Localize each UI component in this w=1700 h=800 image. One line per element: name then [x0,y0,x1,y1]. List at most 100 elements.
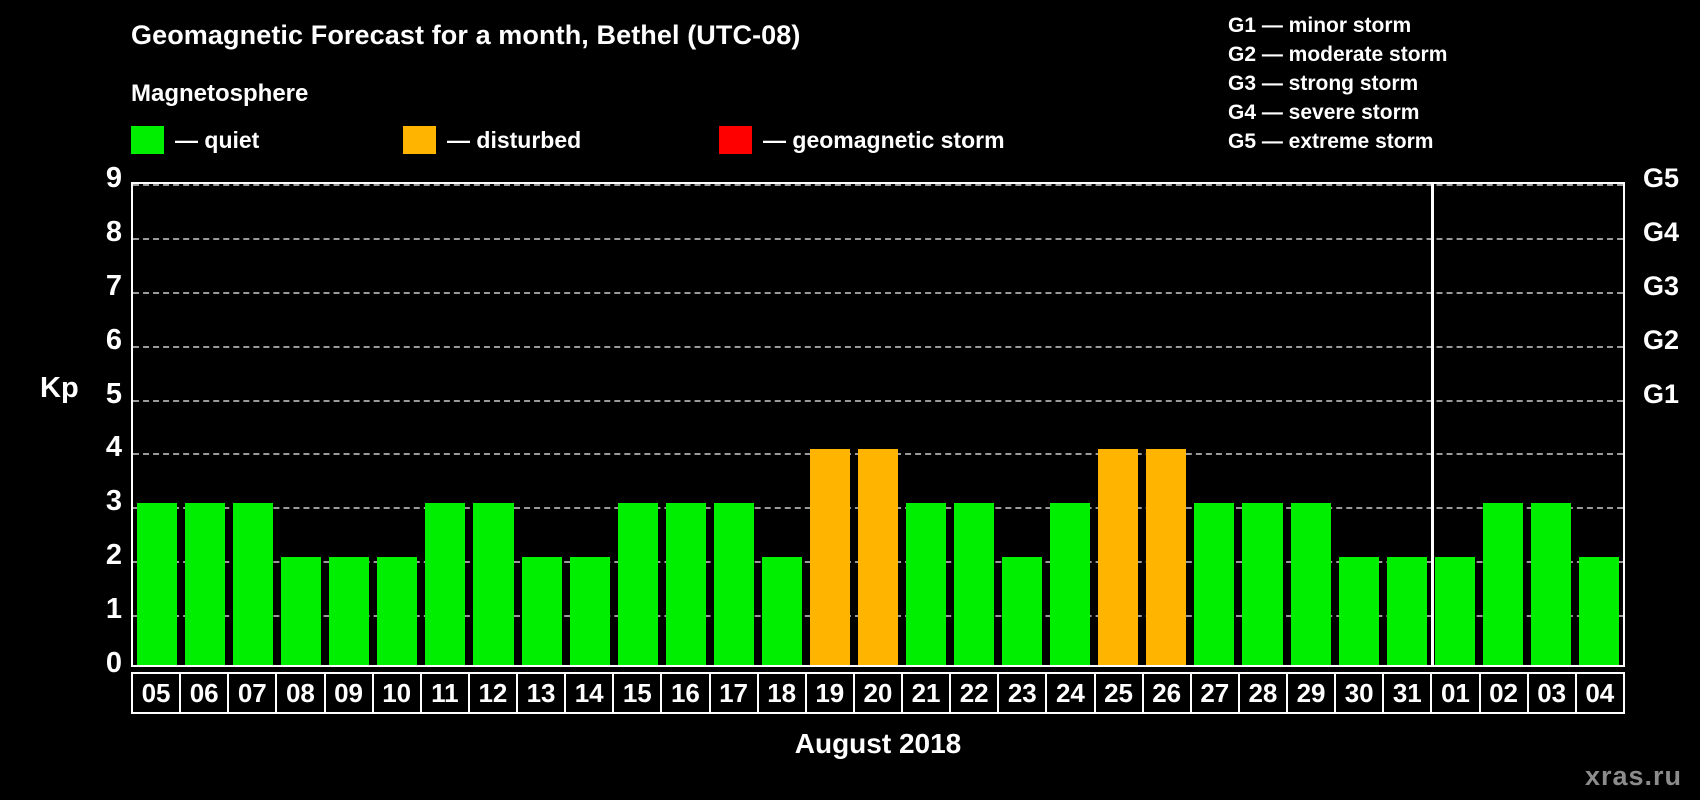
day-label-14: 14 [566,674,615,712]
quiet-swatch [131,126,164,154]
bar-slot-27 [1190,184,1238,665]
bar-slot-22 [950,184,998,665]
bar-day-15 [617,503,658,665]
bar-slot-12 [469,184,517,665]
bar-slot-21 [902,184,950,665]
g-axis-labels: G1 G2 G3 G4 G5 [1625,163,1695,667]
y-tick-label-9: 9 [105,162,122,194]
page-title: Geomagnetic Forecast for a month, Bethel… [131,20,801,50]
bar-slot-20 [854,184,902,665]
bar-day-07 [233,503,274,665]
bar-slot-10 [373,184,421,665]
g-tick-label-G2: G2 [1643,324,1680,355]
day-label-13: 13 [518,674,567,712]
legend-item-geomagneticstorm: — geomagnetic storm [719,125,1005,155]
bar-day-09 [329,557,370,665]
y-axis-labels: 9 8 7 6 5 4 3 2 1 0 [60,162,192,679]
y-tick-label-7: 7 [105,269,122,302]
bar-day-26 [1146,449,1187,665]
y-tick-label-0: 0 [105,647,122,679]
bar-day-25 [1098,449,1139,665]
day-label-19: 19 [806,674,855,712]
day-label-24: 24 [1047,674,1096,712]
bar-slot-14 [566,184,614,665]
day-label-20: 20 [854,674,903,712]
bar-slot-26 [1142,184,1190,665]
month-caption: August 2018 [794,728,962,759]
bar-slot-02 [1479,184,1527,665]
bar-day-23 [1002,557,1043,665]
bar-day-06 [185,503,226,665]
bar-series [133,184,1623,665]
y-tick-label-2: 2 [105,539,122,572]
bar-day-04 [1578,557,1619,665]
day-label-04: 04 [1576,674,1623,712]
bar-day-30 [1338,557,1379,665]
month-separator-line [1430,184,1434,665]
bar-day-12 [473,503,514,665]
bar-slot-24 [1046,184,1094,665]
bar-slot-30 [1335,184,1383,665]
gridline-kp-7 [133,291,1623,294]
x-axis-day-labels: 05 06 07 08 09 10 11 12 13 14 15 16 17 18 19 20 21 22 23 24… [131,672,1625,714]
day-label-09: 09 [325,674,374,712]
gridline-kp-5 [133,399,1623,402]
g-scale-line-1: G1 — minor storm [1228,14,1412,37]
bar-day-03 [1530,503,1571,665]
storm-swatch [719,126,752,154]
bar-day-01 [1434,557,1475,665]
disturbed-swatch [403,126,436,154]
bar-slot-09 [325,184,373,665]
g-scale-line-5: G5 — extreme storm [1228,129,1434,153]
bar-day-31 [1386,557,1427,665]
day-label-03: 03 [1528,674,1577,712]
day-label-02: 02 [1480,674,1529,712]
g-scale-line-4: G4 — severe storm [1228,100,1420,124]
bar-slot-15 [614,184,662,665]
legend-item-quiet: — quiet [131,125,259,155]
magnetosphere-label: Magnetosphere [131,80,309,107]
bar-day-21 [906,503,947,665]
bar-slot-03 [1527,184,1575,665]
g-tick-label-G5: G5 [1643,163,1680,193]
bar-day-24 [1050,503,1091,665]
bar-slot-29 [1287,184,1335,665]
day-label-23: 23 [999,674,1048,712]
gridline-kp-8 [133,237,1623,240]
bar-day-19 [809,449,850,665]
bar-day-14 [569,557,610,665]
g-scale-line-3: G3 — strong storm [1228,71,1419,95]
bar-slot-25 [1094,184,1142,665]
bar-slot-05 [133,184,181,665]
y-tick-label-5: 5 [105,377,122,410]
legend-label: — disturbed [447,126,582,153]
bar-slot-17 [710,184,758,665]
legend-label: — quiet [175,126,260,153]
bar-day-29 [1290,503,1331,665]
day-label-21: 21 [903,674,952,712]
bar-day-20 [857,449,898,665]
day-label-29: 29 [1288,674,1337,712]
bar-day-11 [425,503,466,665]
bar-slot-18 [758,184,806,665]
y-tick-label-6: 6 [105,323,122,356]
day-label-12: 12 [469,674,518,712]
y-tick-label-1: 1 [105,593,122,626]
y-axis-title: Kp [40,372,79,404]
day-label-10: 10 [373,674,422,712]
y-tick-label-8: 8 [105,215,122,248]
day-label-05: 05 [133,674,182,712]
watermark: xras.ru [1584,761,1682,791]
day-label-31: 31 [1384,674,1433,712]
day-label-26: 26 [1143,674,1192,712]
bar-slot-23 [998,184,1046,665]
y-tick-label-3: 3 [105,485,122,518]
day-label-11: 11 [421,674,470,712]
day-label-25: 25 [1095,674,1144,712]
bar-day-28 [1242,503,1283,665]
bar-day-10 [377,557,418,665]
g-scale-legend: G1 — minor storm G2 — moderate storm G3 — … [1228,12,1447,157]
day-label-22: 22 [951,674,1000,712]
day-label-16: 16 [662,674,711,712]
bar-day-08 [281,557,322,665]
